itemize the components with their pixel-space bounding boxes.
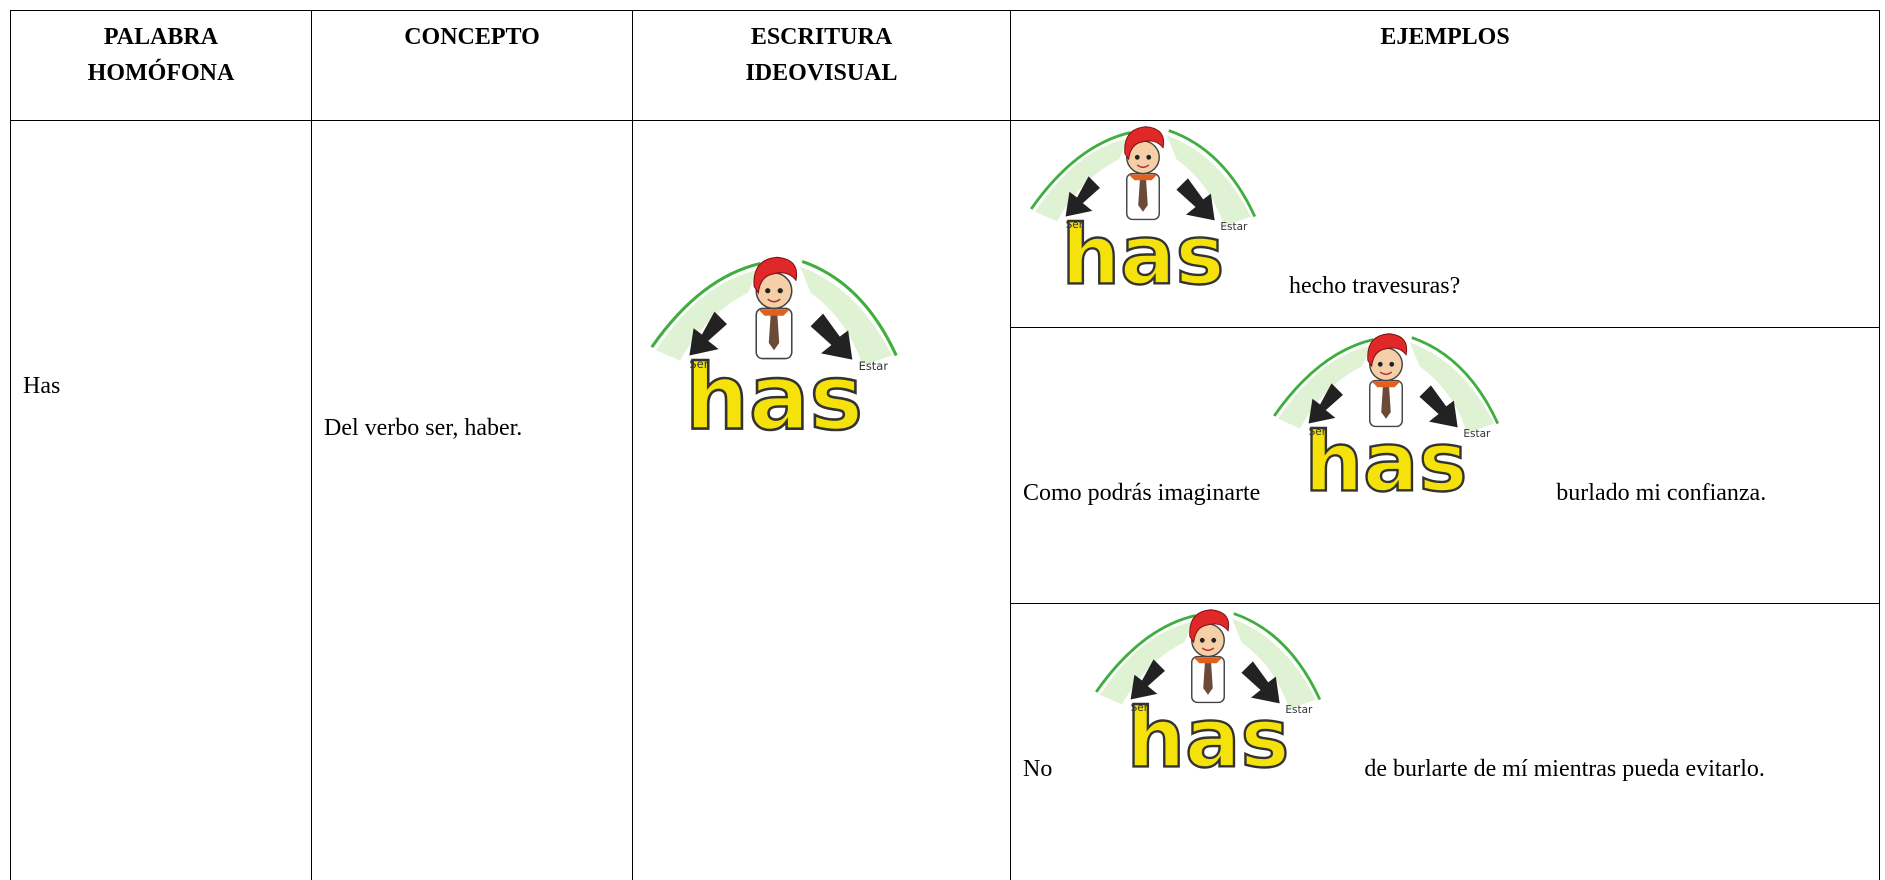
green-shade (1410, 342, 1495, 434)
green-shade (1100, 621, 1195, 705)
green-arc (1030, 131, 1131, 210)
scarf (1128, 174, 1158, 181)
word-cell: Has (10, 120, 311, 880)
green-arc (650, 262, 761, 348)
header-text: PALABRA (103, 24, 219, 50)
hair (1124, 126, 1165, 161)
header-cell: PALABRA HOMÓFONA (10, 10, 311, 120)
icon-label: Estar (1220, 221, 1248, 233)
scarf (1194, 657, 1223, 664)
green-shade (1232, 618, 1317, 710)
ideovisual-icon-wrap: has Ser Estar (643, 251, 905, 452)
example-cell: has Ser Estar hecho travesuras? (1010, 120, 1880, 327)
word-text: Has (23, 373, 61, 399)
eye (1200, 637, 1205, 643)
arrow (689, 311, 727, 356)
icon-label: Estar (859, 359, 889, 373)
eye (1211, 637, 1217, 643)
icon-label: Estar (1286, 704, 1314, 716)
eye (1389, 361, 1395, 367)
example-text: No (1023, 756, 1053, 782)
green-shade (1166, 135, 1251, 227)
header-text: CONCEPTO (404, 24, 540, 50)
scarf (1371, 381, 1401, 388)
arrow (1065, 176, 1100, 217)
mouth (1136, 164, 1150, 169)
eye (1134, 154, 1140, 160)
icon-word: has (685, 347, 863, 439)
ideovisual-cell: has Ser Estar (632, 120, 1010, 880)
icon-label: Ser (1309, 426, 1327, 438)
green-shade (655, 269, 759, 361)
tie (1203, 659, 1214, 695)
tie (1381, 383, 1392, 419)
icon-label: Estar (1464, 428, 1492, 440)
example-text: burlado mi confianza. (1556, 480, 1767, 506)
mouth (767, 298, 781, 303)
mouth (1380, 371, 1393, 376)
green-arc (1095, 614, 1197, 693)
header-cell: ESCRITURA IDEOVISUAL (632, 10, 1010, 120)
eye (1146, 154, 1152, 160)
arrow (1308, 383, 1344, 424)
header-text: IDEOVISUAL (745, 60, 898, 86)
example-text: hecho travesuras? (1289, 273, 1461, 299)
green-arc (1168, 129, 1257, 218)
green-arc (1233, 612, 1322, 701)
green-arc (1411, 336, 1500, 425)
arrow (810, 313, 853, 360)
green-arc (1273, 338, 1375, 417)
hair (753, 256, 798, 295)
icon-word: has (1062, 208, 1225, 293)
arrow (1419, 385, 1458, 428)
scarf (758, 309, 790, 316)
tie (768, 311, 780, 351)
icon-word: has (1305, 415, 1468, 500)
icon-label: Ser (1131, 702, 1149, 714)
arrow (1176, 178, 1215, 221)
example-cell: Como podrás imaginarte has Ser Estar burlado… (1010, 327, 1880, 603)
arrow (1130, 659, 1166, 700)
header-text: HOMÓFONA (87, 60, 235, 86)
green-shade (1278, 345, 1372, 429)
example-text: de burlarte de mí mientras pueda evitarl… (1364, 756, 1765, 782)
green-arc (801, 259, 898, 357)
example-text: Como podrás imaginarte (1023, 480, 1261, 506)
eye (765, 288, 771, 294)
icon-word: has (1127, 691, 1290, 776)
green-shade (1035, 138, 1129, 222)
concept-cell: Del verbo ser, haber. (311, 120, 632, 880)
header-text: EJEMPLOS (1380, 24, 1510, 50)
icon-label: Ser (1066, 219, 1084, 231)
eye (1378, 361, 1383, 367)
eye (777, 288, 783, 294)
header-cell: CONCEPTO (311, 10, 632, 120)
header-text: ESCRITURA (750, 24, 893, 50)
icon-label: Ser (689, 357, 708, 371)
mouth (1202, 647, 1215, 652)
example-cell: No has Ser Estar de burlarte de mí mientras … (1010, 603, 1880, 880)
green-shade (800, 266, 893, 366)
tie (1138, 176, 1148, 212)
header-cell: EJEMPLOS (1010, 10, 1880, 120)
arrow (1241, 661, 1281, 704)
hair (1189, 609, 1230, 644)
concept-text: Del verbo ser, haber. (324, 415, 523, 441)
hair (1367, 333, 1408, 368)
